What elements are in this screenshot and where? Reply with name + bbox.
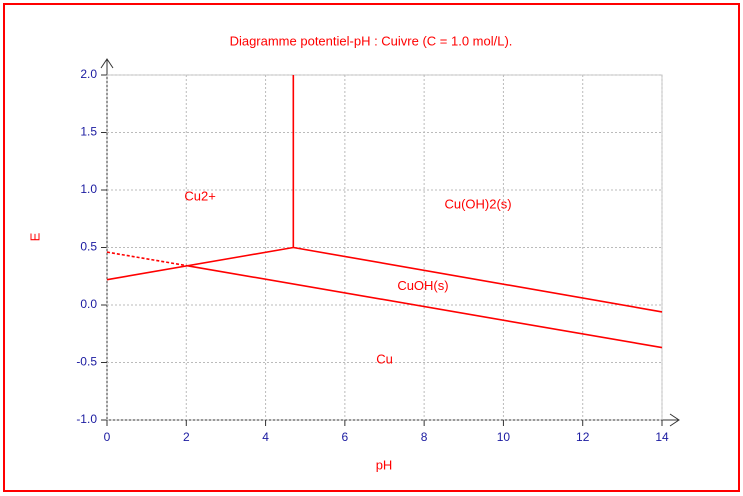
region-label: Cu [376, 352, 393, 367]
marks: -1.0 -0.5 0.0 0.5 1.0 1.5 2.0 0 2 4 6 8 10 12 14 Cu2+ Cu… [76, 67, 669, 444]
x-tick-label: 6 [342, 430, 349, 444]
boundary-line [188, 265, 663, 349]
x-tick-label: 4 [262, 430, 269, 444]
chart-title: Diagramme potentiel-pH : Cuivre (C = 1.0… [230, 33, 513, 48]
x-tick-label: 12 [576, 430, 590, 444]
y-tick-label: 1.0 [80, 182, 97, 196]
boundary-line [106, 246, 294, 281]
x-tick-label: 8 [421, 430, 428, 444]
boundary-line [106, 251, 189, 267]
x-axis-arrow [669, 413, 680, 427]
x-tick-label: 2 [183, 430, 190, 444]
region-label: CuOH(s) [397, 278, 448, 293]
y-tick-label: -1.0 [76, 412, 97, 426]
x-tick-label: 10 [497, 430, 511, 444]
region-label: Cu2+ [184, 188, 215, 203]
y-axis-arrow [100, 58, 114, 69]
boundary-line [293, 246, 663, 313]
x-axis-title: pH [376, 457, 393, 472]
y-tick-label: 1.5 [80, 125, 97, 139]
y-tick-label: 0.5 [80, 240, 97, 254]
y-axis-title: E [27, 232, 42, 241]
y-tick-label: 0.0 [80, 297, 97, 311]
y-tick-label: 2.0 [80, 67, 97, 81]
region-label: Cu(OH)2(s) [444, 196, 511, 211]
x-tick-label: 14 [655, 430, 669, 444]
y-tick-label: -0.5 [76, 355, 97, 369]
x-tick-label: 0 [104, 430, 111, 444]
